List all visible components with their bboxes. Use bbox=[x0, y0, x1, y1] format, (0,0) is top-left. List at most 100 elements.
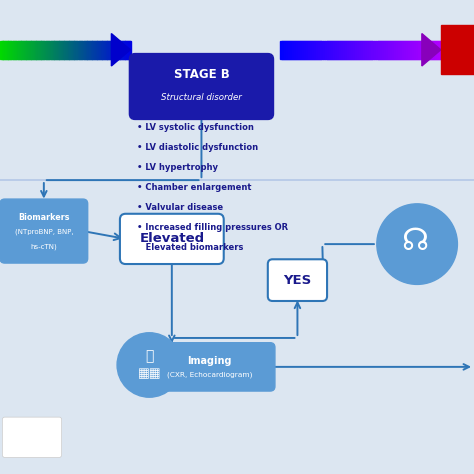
Circle shape bbox=[377, 204, 457, 284]
Text: Biomarkers: Biomarkers bbox=[18, 213, 70, 222]
Bar bbox=[81, 41, 83, 59]
Bar bbox=[308, 41, 311, 59]
Bar bbox=[427, 41, 429, 59]
FancyBboxPatch shape bbox=[2, 417, 62, 457]
Bar bbox=[36, 41, 39, 59]
Bar bbox=[396, 41, 399, 59]
Text: ☊: ☊ bbox=[401, 227, 428, 256]
FancyBboxPatch shape bbox=[0, 199, 88, 263]
Bar bbox=[28, 41, 31, 59]
Bar bbox=[290, 41, 293, 59]
Bar bbox=[365, 41, 368, 59]
Bar bbox=[437, 41, 440, 59]
Bar bbox=[343, 41, 346, 59]
Bar bbox=[74, 41, 77, 59]
Bar bbox=[40, 41, 42, 59]
Bar bbox=[97, 41, 100, 59]
FancyBboxPatch shape bbox=[268, 259, 327, 301]
Bar bbox=[49, 41, 52, 59]
FancyArrow shape bbox=[422, 34, 441, 66]
Bar bbox=[282, 41, 285, 59]
Bar bbox=[112, 41, 115, 59]
Bar bbox=[124, 41, 127, 59]
Bar bbox=[357, 41, 360, 59]
Bar bbox=[359, 41, 362, 59]
Bar bbox=[3, 41, 6, 59]
Bar bbox=[304, 41, 307, 59]
Bar bbox=[339, 41, 342, 59]
Bar bbox=[107, 41, 110, 59]
Bar bbox=[116, 41, 118, 59]
Bar bbox=[20, 41, 22, 59]
Bar bbox=[51, 41, 54, 59]
Bar bbox=[79, 41, 82, 59]
Text: • LV hypertrophy: • LV hypertrophy bbox=[137, 163, 219, 172]
Bar bbox=[349, 41, 352, 59]
Text: STAGE B: STAGE B bbox=[173, 68, 229, 81]
Bar bbox=[325, 41, 328, 59]
Text: hs-cTN): hs-cTN) bbox=[30, 243, 57, 250]
Bar bbox=[430, 41, 434, 59]
Bar bbox=[55, 41, 57, 59]
Text: • Valvular disease: • Valvular disease bbox=[137, 203, 224, 212]
Bar bbox=[129, 41, 131, 59]
Bar bbox=[380, 41, 383, 59]
Bar bbox=[441, 25, 474, 74]
Bar bbox=[408, 41, 411, 59]
Bar bbox=[296, 41, 299, 59]
Bar bbox=[361, 41, 364, 59]
Bar bbox=[288, 41, 291, 59]
Bar bbox=[120, 41, 123, 59]
Bar bbox=[412, 41, 415, 59]
Bar bbox=[38, 41, 41, 59]
Bar bbox=[109, 41, 111, 59]
Circle shape bbox=[117, 333, 182, 397]
FancyBboxPatch shape bbox=[129, 54, 273, 119]
Bar bbox=[425, 41, 428, 59]
Bar bbox=[353, 41, 356, 59]
Bar bbox=[58, 41, 60, 59]
Text: Imaging: Imaging bbox=[188, 356, 232, 366]
Bar bbox=[106, 41, 108, 59]
Bar bbox=[435, 41, 438, 59]
Bar bbox=[363, 41, 366, 59]
Bar bbox=[388, 41, 391, 59]
Bar bbox=[335, 41, 337, 59]
Text: YES: YES bbox=[283, 273, 311, 287]
Bar bbox=[59, 41, 62, 59]
Bar bbox=[30, 41, 32, 59]
Bar bbox=[89, 41, 91, 59]
Bar bbox=[298, 41, 301, 59]
Bar bbox=[73, 41, 75, 59]
Bar bbox=[104, 41, 107, 59]
Bar bbox=[422, 41, 426, 59]
Bar bbox=[327, 41, 329, 59]
Bar bbox=[345, 41, 348, 59]
Bar bbox=[71, 41, 73, 59]
Bar bbox=[35, 41, 37, 59]
Bar bbox=[53, 41, 55, 59]
Bar bbox=[17, 41, 19, 59]
Bar bbox=[43, 41, 46, 59]
Bar bbox=[78, 41, 80, 59]
Bar bbox=[68, 41, 70, 59]
Bar bbox=[404, 41, 407, 59]
Bar bbox=[416, 41, 419, 59]
Bar bbox=[15, 41, 18, 59]
Bar bbox=[41, 41, 44, 59]
Bar bbox=[314, 41, 317, 59]
Bar bbox=[0, 41, 2, 59]
Bar bbox=[355, 41, 358, 59]
Bar bbox=[375, 41, 379, 59]
Bar bbox=[410, 41, 413, 59]
Bar bbox=[31, 41, 34, 59]
Bar bbox=[33, 41, 36, 59]
Bar bbox=[1, 41, 4, 59]
Bar bbox=[390, 41, 393, 59]
Bar bbox=[82, 41, 85, 59]
Bar bbox=[414, 41, 417, 59]
Bar bbox=[294, 41, 297, 59]
Bar bbox=[45, 41, 47, 59]
Text: • LV diastolic dysfunction: • LV diastolic dysfunction bbox=[137, 143, 259, 152]
Bar bbox=[86, 41, 88, 59]
